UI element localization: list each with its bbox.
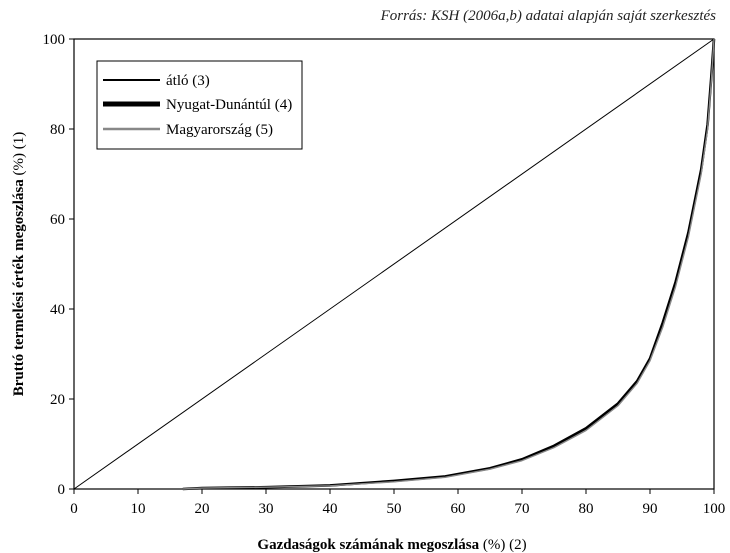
x-axis-title: Gazdaságok számának megoszlása (%) (2): [257, 537, 526, 553]
x-tick-label: 0: [70, 501, 78, 517]
y-axis-title-suffix: (%) (1): [11, 132, 27, 179]
y-tick-label: 40: [50, 302, 65, 318]
x-tick-label: 70: [515, 501, 530, 517]
x-tick-label: 100: [703, 501, 726, 517]
x-tick-label: 60: [451, 501, 466, 517]
y-tick-label: 0: [58, 482, 66, 498]
x-tick-label: 90: [643, 501, 658, 517]
legend-label-magyarorszag: Magyarország (5): [166, 122, 273, 138]
x-tick-label: 80: [579, 501, 594, 517]
x-tick-label: 40: [323, 501, 338, 517]
legend: átló (3) Nyugat-Dunántúl (4) Magyarorszá…: [97, 61, 302, 149]
x-tick-label: 10: [131, 501, 146, 517]
y-axis-title-main: Bruttó termelési érték megoszlása: [11, 179, 27, 397]
legend-label-atlo: átló (3): [166, 73, 210, 89]
y-axis-ticks: 0 20 40 60 80 100: [43, 32, 75, 498]
legend-label-nyugat-dunantul: Nyugat-Dunántúl (4): [166, 97, 292, 113]
x-tick-label: 50: [387, 501, 402, 517]
x-axis-title-suffix: (%) (2): [479, 537, 526, 553]
y-tick-label: 60: [50, 212, 65, 228]
x-axis-title-main: Gazdaságok számának megoszlása: [257, 537, 479, 553]
y-axis-title: Bruttó termelési érték megoszlása (%) (1…: [11, 132, 27, 397]
x-axis-ticks: 0 10 20 30 40 50 60 70 80 90 100: [70, 489, 725, 517]
y-tick-label: 20: [50, 392, 65, 408]
x-tick-label: 20: [195, 501, 210, 517]
y-tick-label: 100: [43, 32, 66, 48]
x-tick-label: 30: [259, 501, 274, 517]
y-tick-label: 80: [50, 122, 65, 138]
